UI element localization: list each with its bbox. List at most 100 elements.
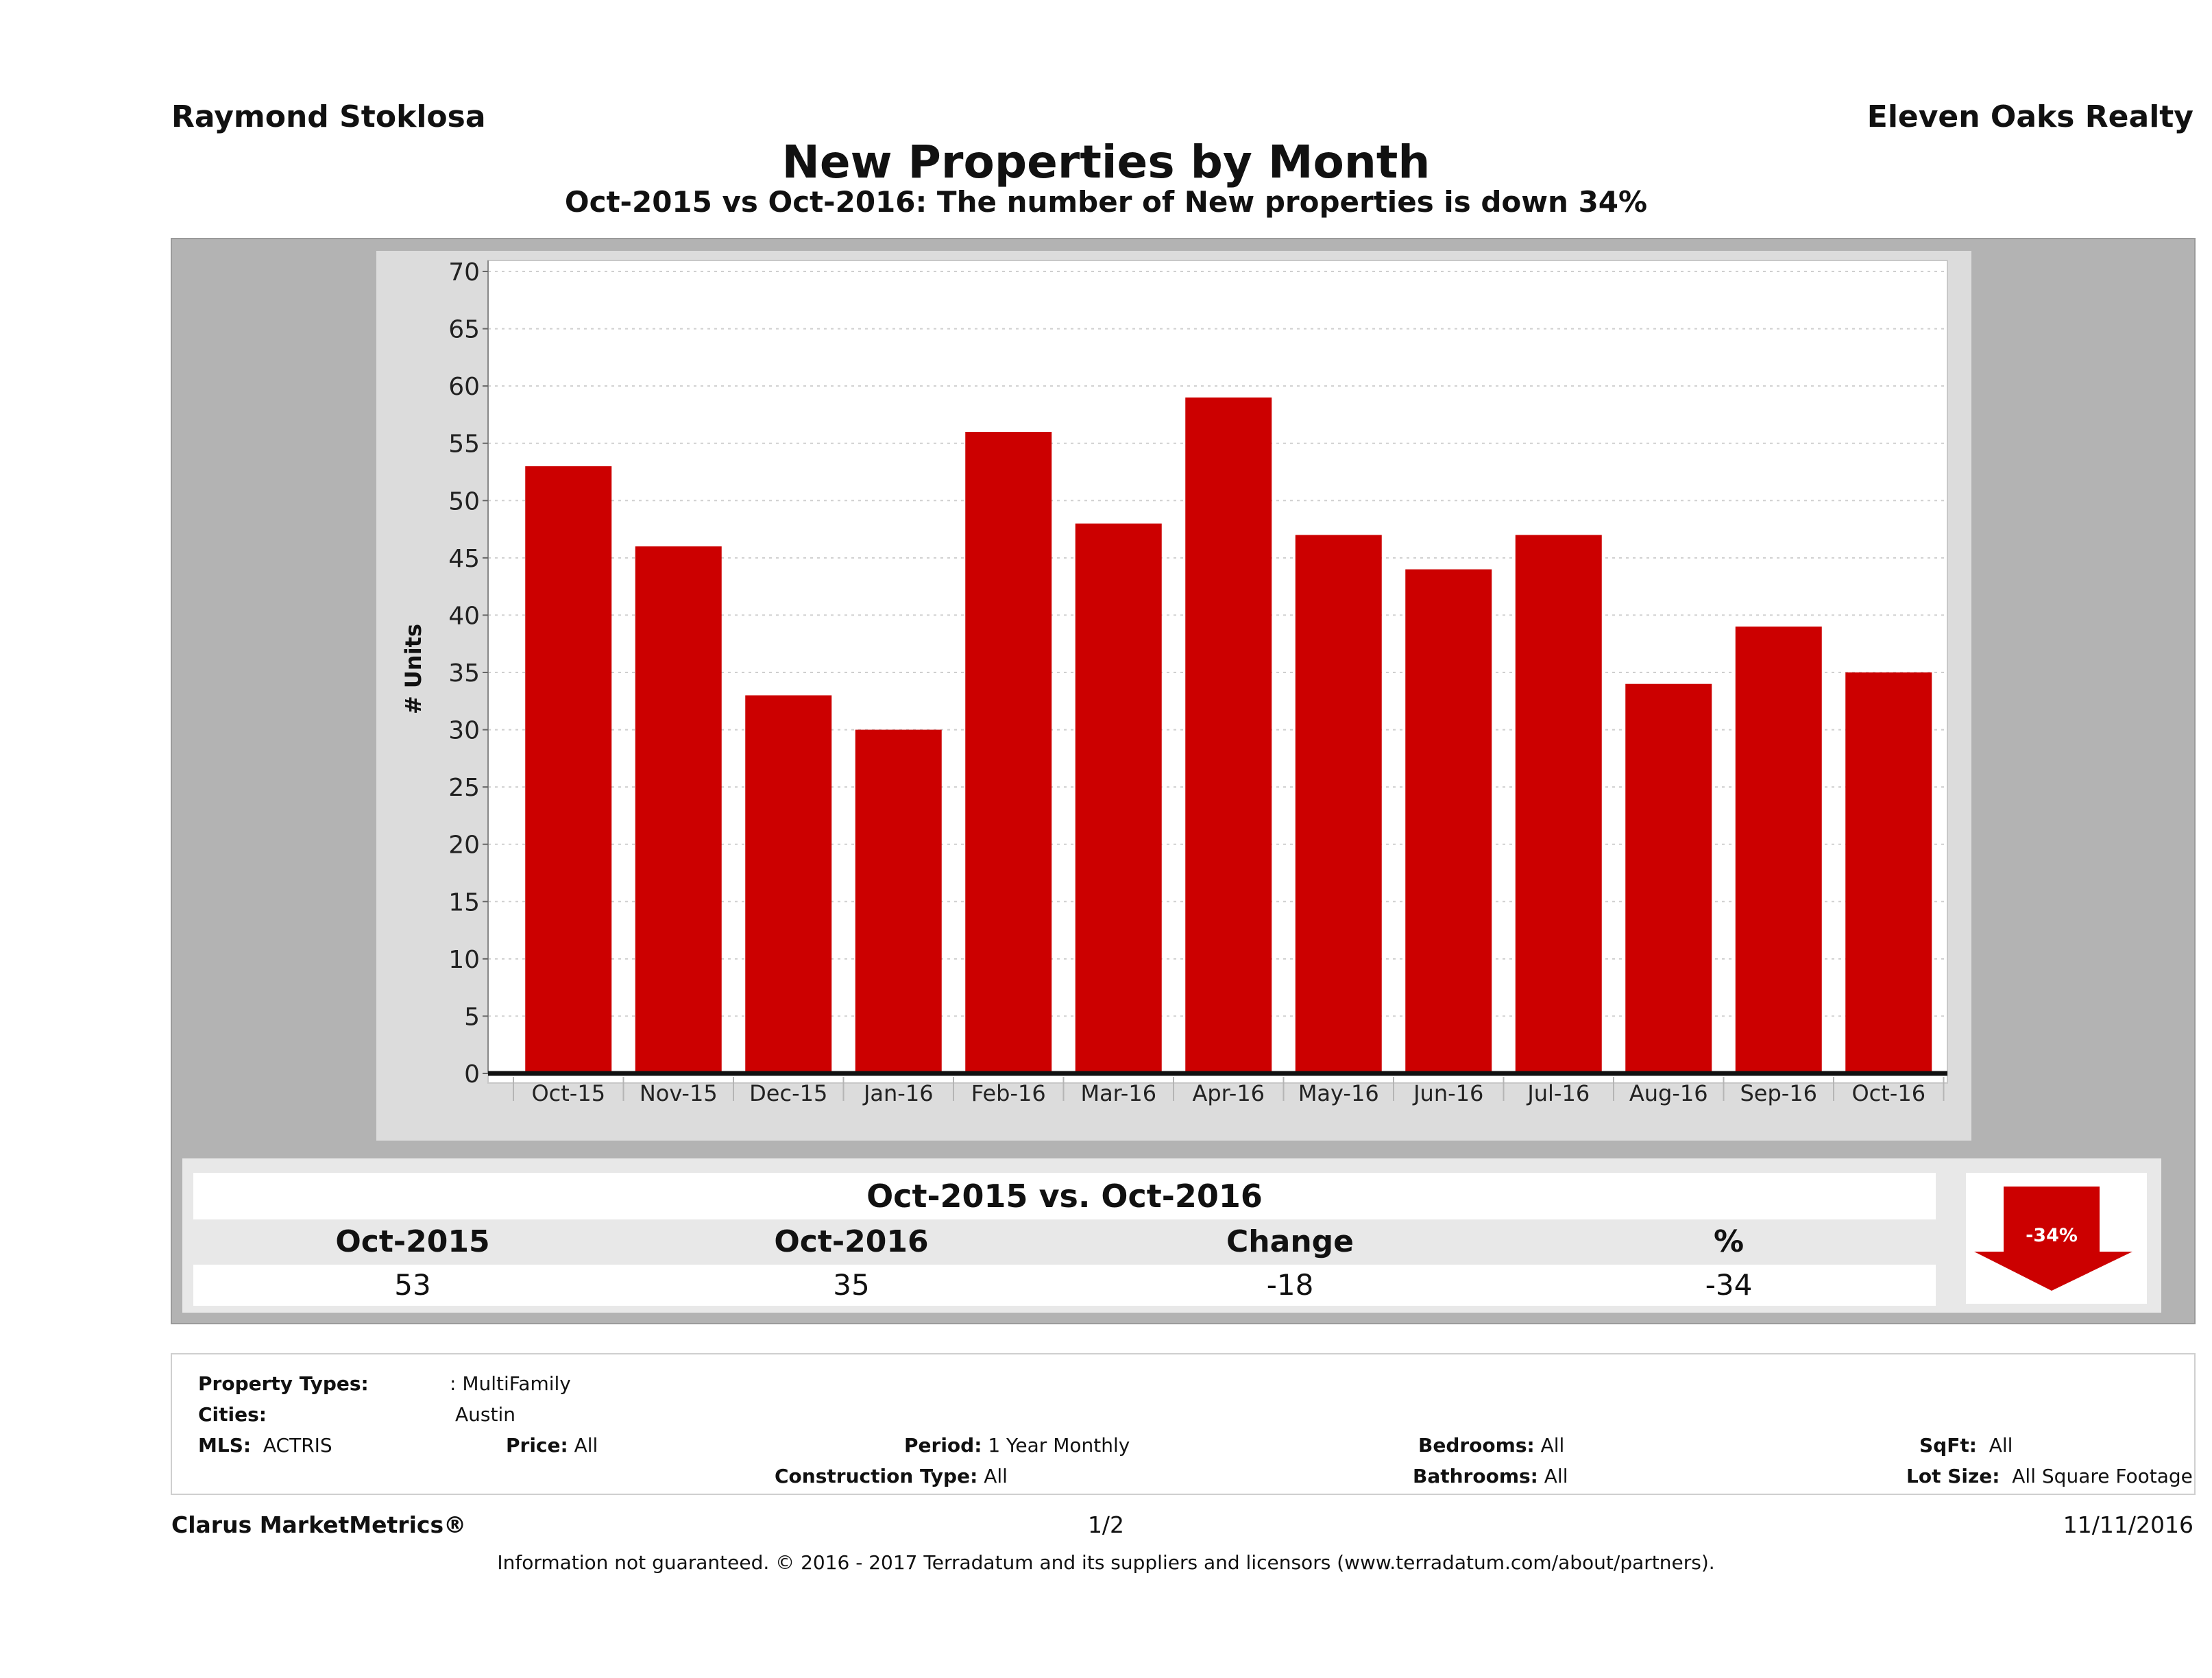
x-tick-label: Feb-16 <box>971 1080 1046 1106</box>
y-tick-label: 70 <box>448 258 480 287</box>
filter-property-types: Property Types: <box>198 1372 369 1395</box>
chart-area: 0 5 10 15 20 25 30 35 40 45 50 55 60 65 70 Oct-15 Nov-1… <box>376 251 1971 1141</box>
filter-lot-size: Lot Size: All Square Footage <box>1906 1465 2193 1487</box>
summary-header-oct2016: Oct-2016 <box>774 1224 929 1259</box>
footer-page-number: 1/2 <box>1087 1511 1125 1538</box>
y-tick-label: 60 <box>448 373 480 401</box>
filter-property-types-value: : MultiFamily <box>450 1372 571 1395</box>
change-badge-text: -34% <box>2026 1225 2078 1246</box>
summary-value-row: 53 35 -18 -34 <box>193 1265 1936 1306</box>
summary-value-change: -18 <box>1266 1268 1314 1302</box>
filter-bedrooms: Bedrooms: All <box>1418 1434 1564 1457</box>
filter-mls: MLS: ACTRIS <box>198 1434 332 1457</box>
y-tick-label: 15 <box>448 888 480 916</box>
bar-jun-16 <box>1405 569 1492 1073</box>
footer-disclaimer: Information not guaranteed. © 2016 - 201… <box>497 1551 1715 1574</box>
filter-value: ACTRIS <box>263 1434 332 1457</box>
filter-sqft: SqFt: All <box>1919 1434 2013 1457</box>
down-arrow-icon: -34% <box>1974 1187 2132 1291</box>
bar-dec-15 <box>745 695 832 1073</box>
y-tick-label: 65 <box>448 316 480 344</box>
summary-value-oct2016: 35 <box>833 1268 870 1302</box>
bar-may-16 <box>1295 535 1382 1073</box>
filter-period: Period: 1 Year Monthly <box>904 1434 1130 1457</box>
y-tick-labels: 0 5 10 15 20 25 30 35 40 45 50 55 60 65 70 <box>448 258 488 1089</box>
filter-value: All <box>574 1434 598 1457</box>
x-tick-label: Mar-16 <box>1080 1080 1156 1106</box>
filter-value: All <box>984 1465 1008 1487</box>
summary-title: Oct-2015 vs. Oct-2016 <box>193 1173 1936 1219</box>
filter-construction: Construction Type: All <box>775 1465 1008 1487</box>
brokerage-name: Eleven Oaks Realty <box>1867 99 2193 134</box>
bar-chart: 0 5 10 15 20 25 30 35 40 45 50 55 60 65 70 Oct-15 Nov-1… <box>376 251 1971 1141</box>
x-tick-label: Oct-15 <box>531 1080 605 1106</box>
x-tick-label: Nov-15 <box>640 1080 718 1106</box>
filter-price: Price: All <box>506 1434 598 1457</box>
filter-cities: Cities: <box>198 1403 267 1426</box>
y-tick-label: 35 <box>448 659 480 688</box>
filter-label: MLS: <box>198 1434 252 1457</box>
bar-oct-15 <box>525 466 612 1073</box>
filter-label: Period: <box>904 1434 982 1457</box>
y-tick-label: 30 <box>448 717 480 745</box>
x-tick-labels: Oct-15 Nov-15 Dec-15 Jan-16 Feb-16 Mar-16 Apr-… <box>513 1077 1945 1106</box>
summary-header-oct2015: Oct-2015 <box>335 1224 490 1259</box>
footer-product: Clarus MarketMetrics® <box>171 1511 467 1538</box>
summary-header-row: Oct-2015 Oct-2016 Change % <box>193 1220 1936 1264</box>
filter-label: Lot Size: <box>1906 1465 2000 1487</box>
filter-label: Bedrooms: <box>1418 1434 1535 1457</box>
filter-panel: Property Types: : MultiFamily Cities: Au… <box>171 1353 2196 1495</box>
filter-value: All <box>1544 1465 1568 1487</box>
x-tick-label: Sep-16 <box>1740 1080 1817 1106</box>
filter-bathrooms: Bathrooms: All <box>1413 1465 1568 1487</box>
bars <box>525 397 1932 1073</box>
x-tick-label: Apr-16 <box>1192 1080 1265 1106</box>
x-tick-label: Jun-16 <box>1412 1080 1483 1106</box>
agent-name: Raymond Stoklosa <box>171 99 486 134</box>
x-tick-label: Aug-16 <box>1629 1080 1708 1106</box>
summary-value-oct2015: 53 <box>394 1268 431 1302</box>
bar-feb-16 <box>965 432 1052 1073</box>
filter-value: 1 Year Monthly <box>988 1434 1130 1457</box>
filter-label: Cities: <box>198 1403 267 1426</box>
bar-mar-16 <box>1075 523 1162 1073</box>
arrow-shape <box>1974 1187 2132 1291</box>
filter-label: Construction Type: <box>775 1465 978 1487</box>
bar-oct-16 <box>1845 672 1932 1073</box>
footer-date: 11/11/2016 <box>2063 1511 2193 1538</box>
x-tick-label: Jan-16 <box>862 1080 934 1106</box>
filter-value: All Square Footage <box>2012 1465 2193 1487</box>
filter-label: Price: <box>506 1434 568 1457</box>
y-tick-label: 20 <box>448 831 480 860</box>
y-axis-label: # Units <box>400 624 426 714</box>
x-tick-label: Oct-16 <box>1851 1080 1925 1106</box>
filter-label: Property Types: <box>198 1372 369 1395</box>
report-subtitle: Oct-2015 vs Oct-2016: The number of New … <box>564 185 1648 219</box>
y-tick-label: 40 <box>448 602 480 630</box>
bar-jan-16 <box>855 729 942 1073</box>
x-tick-label: Jul-16 <box>1526 1080 1590 1106</box>
x-tick-label: May-16 <box>1298 1080 1379 1106</box>
filter-value: All <box>1540 1434 1565 1457</box>
bar-nov-15 <box>635 546 722 1073</box>
summary-value-percent: -34 <box>1705 1268 1753 1302</box>
filter-cities-value: Austin <box>455 1403 515 1426</box>
y-tick-label: 0 <box>464 1060 480 1089</box>
bar-sep-16 <box>1735 627 1822 1073</box>
bar-apr-16 <box>1185 397 1272 1073</box>
bar-jul-16 <box>1515 535 1602 1073</box>
report-title: New Properties by Month <box>781 136 1431 189</box>
bar-aug-16 <box>1625 683 1712 1073</box>
y-tick-label: 55 <box>448 430 480 459</box>
y-tick-label: 25 <box>448 774 480 802</box>
y-tick-label: 10 <box>448 946 480 974</box>
change-badge: -34% <box>1966 1173 2147 1304</box>
y-tick-label: 45 <box>448 545 480 573</box>
y-tick-label: 5 <box>464 1003 480 1031</box>
filter-value: All <box>1989 1434 2013 1457</box>
summary-header-change: Change <box>1226 1224 1354 1259</box>
summary-header-percent: % <box>1713 1224 1745 1259</box>
filter-label: SqFt: <box>1919 1434 1977 1457</box>
y-tick-label: 50 <box>448 487 480 515</box>
filter-label: Bathrooms: <box>1413 1465 1538 1487</box>
